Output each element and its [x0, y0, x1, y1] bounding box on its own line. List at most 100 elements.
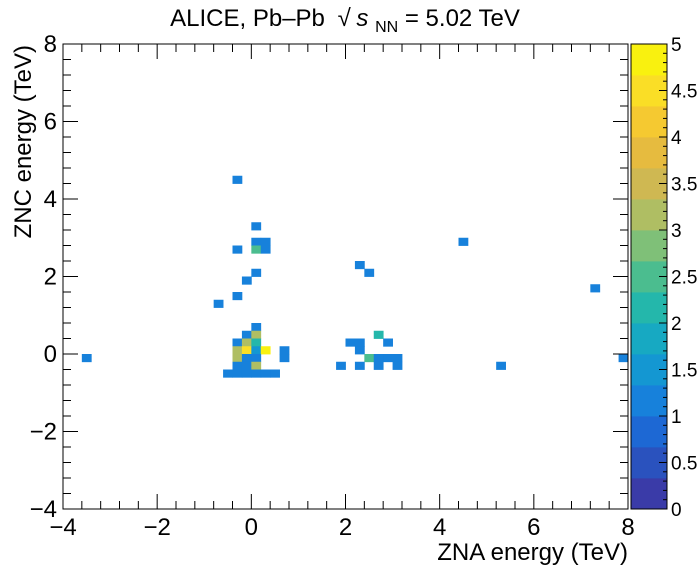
heatmap-cell — [223, 369, 233, 378]
colorbar-segment — [631, 292, 667, 324]
axis-ticks — [62, 43, 629, 510]
colorbar-segment — [631, 44, 667, 76]
colorbar-tick-label: 4 — [671, 128, 682, 149]
x-tick-label: 8 — [621, 514, 634, 541]
x-axis-label: ZNA energy (TeV) — [437, 539, 628, 566]
heatmap-cell — [336, 361, 346, 370]
heatmap-cell — [383, 338, 393, 347]
colorbar-segment — [631, 230, 667, 262]
colorbar-segment — [631, 416, 667, 448]
heatmap-cell — [213, 299, 224, 308]
colorbar-tick-label: 2 — [671, 314, 682, 335]
heatmap-cell — [251, 245, 262, 254]
heatmap-cell — [232, 338, 243, 347]
heatmap-cell — [81, 354, 92, 363]
heatmap-cell — [270, 369, 280, 378]
heatmap-cell — [279, 346, 290, 355]
colorbar-segment — [631, 385, 667, 417]
y-tick-label: 6 — [44, 109, 57, 136]
colorbar-tick-label: 0 — [671, 500, 682, 521]
heatmap-cell — [279, 354, 290, 363]
heatmap-cell — [232, 361, 243, 370]
heatmap-cell — [618, 354, 629, 363]
heatmap-cell — [251, 330, 262, 339]
heatmap-cell — [241, 354, 252, 363]
colorbar-tick-label: 0.5 — [671, 454, 697, 475]
title-sqrt-symbol: √ — [338, 5, 352, 32]
colorbar-tick-label: 5 — [671, 35, 682, 56]
heatmap-cell — [241, 338, 252, 347]
heatmap-cell — [364, 268, 375, 277]
heatmap-cell — [251, 369, 262, 378]
heatmap-cell — [383, 354, 393, 363]
heatmap-cell — [241, 369, 252, 378]
x-tick-label: 2 — [339, 514, 352, 541]
heatmap-cell — [354, 338, 365, 347]
colorbar-segment — [631, 137, 667, 169]
heatmap-cell — [251, 361, 262, 370]
heatmap-cell — [232, 369, 243, 378]
heatmap-cell — [251, 346, 262, 355]
heatmap-cell — [232, 175, 243, 184]
plot-area: −4 −2 0 2 4 6 8 −4 −2 0 2 4 6 8 — [30, 31, 635, 541]
heatmap-cell — [260, 369, 271, 378]
heatmap-cell — [251, 222, 262, 231]
heatmap-cell — [260, 346, 271, 355]
heatmap-cell — [232, 292, 243, 301]
heatmap-cell — [260, 245, 271, 254]
title-subscript: NN — [375, 19, 398, 36]
y-axis-label: ZNC energy (TeV) — [10, 45, 37, 238]
title-prefix: ALICE, Pb–Pb — [170, 5, 325, 32]
x-tick-label: −4 — [49, 514, 76, 541]
colorbar-segment — [631, 106, 667, 138]
heatmap-cell — [496, 361, 506, 370]
heatmap-cell — [364, 354, 375, 363]
x-tick-label: 4 — [433, 514, 446, 541]
heatmap-cell — [590, 284, 601, 293]
heatmap-cell — [345, 338, 356, 347]
heatmap-cell — [241, 361, 252, 370]
heatmap-cell — [251, 268, 262, 277]
heatmap-cell — [373, 354, 384, 363]
heatmap-cell — [392, 361, 403, 370]
y-tick-label: −4 — [30, 496, 57, 523]
heatmap-cell — [354, 261, 365, 270]
heatmap-cell — [251, 323, 262, 332]
heatmap-cell — [232, 354, 243, 363]
heatmap-cell — [373, 361, 384, 370]
colorbar-tick-label: 2.5 — [671, 268, 697, 289]
y-tick-label: 8 — [44, 31, 57, 58]
colorbar: 0 0.5 1 1.5 2 2.5 3 3.5 4 4.5 5 — [630, 35, 697, 521]
y-tick-label: 4 — [44, 186, 57, 213]
x-tick-label: −2 — [143, 514, 170, 541]
heatmap-cell — [458, 237, 469, 246]
x-tick-label: 0 — [245, 514, 258, 541]
y-tick-label: 2 — [44, 264, 57, 291]
colorbar-segment — [631, 478, 667, 510]
heatmap-cell — [251, 338, 262, 347]
y-tick-label: 0 — [44, 341, 57, 368]
colorbar-tick-label: 1 — [671, 407, 682, 428]
heatmap-cell — [392, 354, 403, 363]
heatmap-cell — [241, 346, 252, 355]
colorbar-segment — [631, 323, 667, 355]
heatmap-cells — [81, 175, 629, 378]
heatmap-cell — [251, 237, 262, 246]
heatmap-cell — [354, 361, 365, 370]
colorbar-tick-label: 3.5 — [671, 175, 697, 196]
heatmap-cell — [260, 237, 271, 246]
title-s: s — [356, 5, 368, 32]
y-tick-label: −2 — [30, 419, 57, 446]
plot-frame — [62, 43, 629, 510]
colorbar-ticks — [659, 43, 667, 510]
colorbar-tick-label: 1.5 — [671, 361, 697, 382]
heatmap-cell — [232, 245, 243, 254]
heatmap-cell — [373, 330, 384, 339]
heatmap-cell — [232, 346, 243, 355]
heatmap-cell — [354, 346, 365, 355]
colorbar-tick-label: 3 — [671, 221, 682, 242]
heatmap-cell — [241, 276, 252, 285]
colorbar-tick-label: 4.5 — [671, 82, 697, 103]
colorbar-segment — [631, 199, 667, 231]
